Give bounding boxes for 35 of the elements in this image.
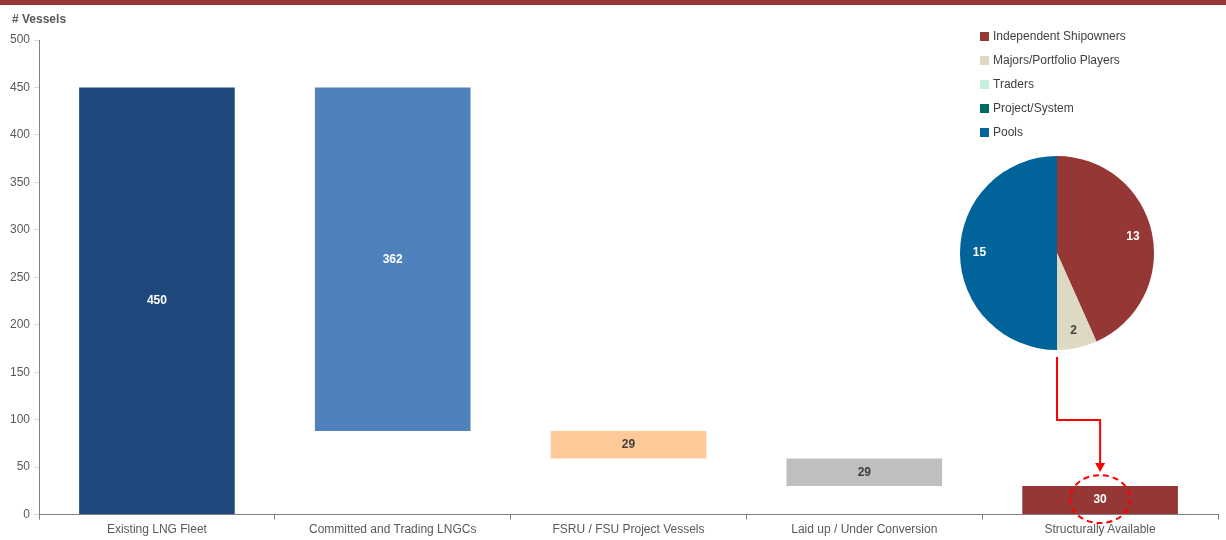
y-tick-label: 0 [23, 506, 31, 521]
bar [314, 87, 471, 432]
data-label: 15 [972, 245, 987, 260]
bar [1022, 486, 1178, 515]
bar [786, 458, 943, 487]
y-tick-label: 500 [9, 32, 31, 47]
legend-label: Traders [993, 77, 1034, 91]
data-label: 29 [621, 437, 636, 452]
legend-label: Majors/Portfolio Players [993, 53, 1120, 67]
x-tick-label: Laid up / Under Conversion [791, 522, 938, 537]
x-tick-label: Existing LNG Fleet [106, 522, 208, 537]
data-label: 13 [1126, 229, 1140, 244]
bar [550, 431, 707, 459]
data-label: 362 [382, 251, 404, 266]
y-axis-title: # Vessels [12, 12, 67, 26]
bar [79, 87, 235, 515]
x-tick-label: Committed and Trading LNGCs [309, 522, 477, 537]
y-tick-label: 400 [9, 127, 31, 142]
legend-label: Pools [993, 125, 1024, 139]
y-tick-label: 200 [9, 317, 31, 332]
x-tick-label: Structurally Available [1044, 522, 1157, 537]
y-tick-label: 300 [9, 222, 31, 237]
data-label: 29 [857, 464, 872, 479]
y-tick-label: 100 [9, 411, 31, 426]
legend-label: Project/System [993, 101, 1074, 115]
y-tick-label: 250 [9, 269, 31, 284]
y-tick-label: 50 [16, 459, 31, 474]
data-label: 30 [1093, 492, 1108, 507]
y-tick-label: 450 [9, 79, 31, 94]
data-label: 450 [146, 293, 168, 308]
x-tick-label: FSRU / FSU Project Vessels [552, 522, 705, 537]
y-tick-label: 150 [9, 364, 31, 379]
y-tick-label: 350 [9, 174, 31, 189]
legend-label: Independent Shipowners [993, 29, 1126, 43]
data-label: 2 [1070, 323, 1078, 338]
